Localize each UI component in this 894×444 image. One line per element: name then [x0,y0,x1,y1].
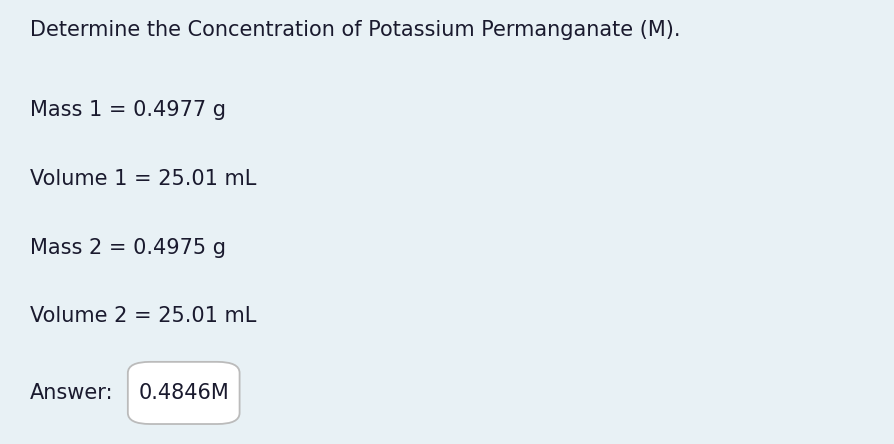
Text: Volume 1 = 25.01 mL: Volume 1 = 25.01 mL [30,169,256,189]
Text: Mass 2 = 0.4975 g: Mass 2 = 0.4975 g [30,238,225,258]
Text: Volume 2 = 25.01 mL: Volume 2 = 25.01 mL [30,306,256,326]
FancyBboxPatch shape [128,362,240,424]
Text: Mass 1 = 0.4977 g: Mass 1 = 0.4977 g [30,100,225,120]
Text: Determine the Concentration of Potassium Permanganate (M).: Determine the Concentration of Potassium… [30,20,680,40]
Text: Answer:: Answer: [30,383,113,403]
Text: 0.4846M: 0.4846M [139,383,229,403]
